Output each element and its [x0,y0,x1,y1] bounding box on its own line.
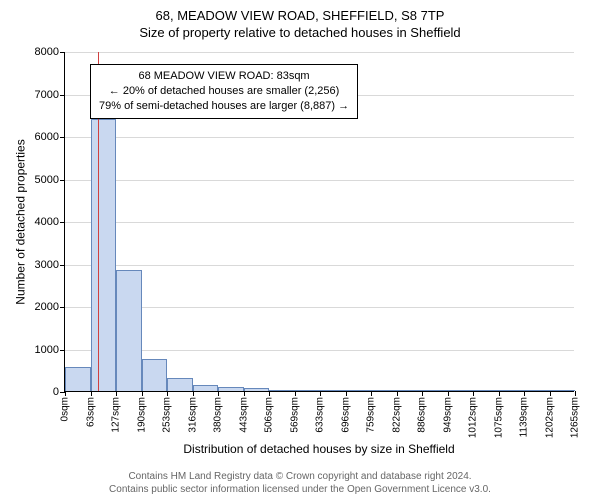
x-tick-mark [575,391,576,396]
x-tick-label: 1202sqm [544,397,555,438]
x-tick-label: 569sqm [289,397,300,433]
x-tick-label: 822sqm [391,397,402,433]
title-sub: Size of property relative to detached ho… [0,25,600,40]
x-tick-label: 316sqm [187,397,198,433]
grid-line [65,265,574,266]
x-tick-mark [65,391,66,396]
grid-line [65,137,574,138]
histogram-bar [320,390,346,391]
annotation-box: 68 MEADOW VIEW ROAD: 83sqm ← 20% of deta… [90,64,358,119]
y-tick-label: 1000 [35,344,59,356]
y-tick-mark [60,52,65,53]
y-axis-title: Number of detached properties [14,52,28,392]
histogram-bar [65,367,91,391]
y-tick-label: 7000 [35,89,59,101]
x-tick-label: 1012sqm [468,397,479,438]
y-tick-mark [60,95,65,96]
x-tick-label: 443sqm [238,397,249,433]
x-tick-mark [550,391,551,396]
x-tick-mark [448,391,449,396]
y-tick-mark [60,222,65,223]
grid-line [65,52,574,53]
x-tick-label: 253sqm [162,397,173,433]
x-tick-label: 506sqm [264,397,275,433]
histogram-bar [269,390,295,391]
x-tick-mark [422,391,423,396]
histogram-bar [422,390,448,391]
x-tick-mark [499,391,500,396]
x-tick-mark [116,391,117,396]
x-tick-mark [91,391,92,396]
y-tick-mark [60,350,65,351]
y-tick-mark [60,180,65,181]
histogram-bar [295,390,321,391]
y-tick-label: 8000 [35,46,59,58]
footer-line2: Contains public sector information licen… [0,484,600,497]
y-tick-label: 6000 [35,131,59,143]
histogram-bar [473,390,499,391]
histogram-bar [397,390,423,391]
histogram-bar [218,387,244,391]
x-tick-label: 1139sqm [519,397,530,437]
title-main: 68, MEADOW VIEW ROAD, SHEFFIELD, S8 7TP [0,8,600,23]
x-tick-mark [142,391,143,396]
y-tick-mark [60,137,65,138]
histogram-bar [524,390,550,391]
x-tick-mark [269,391,270,396]
histogram-bar [244,388,270,391]
x-tick-label: 886sqm [417,397,428,433]
grid-line [65,180,574,181]
histogram-bar [550,390,576,391]
histogram-bar [371,390,397,391]
y-tick-label: 5000 [35,174,59,186]
histogram-bar [167,378,193,391]
histogram-bar [448,390,474,391]
footer: Contains HM Land Registry data © Crown c… [0,471,600,496]
x-tick-label: 696sqm [340,397,351,433]
histogram-bar [142,359,168,391]
x-tick-label: 0sqm [60,397,71,421]
annotation-line3: 79% of semi-detached houses are larger (… [99,99,349,114]
x-tick-mark [320,391,321,396]
x-tick-mark [193,391,194,396]
x-tick-label: 1075sqm [493,397,504,438]
chart-titles: 68, MEADOW VIEW ROAD, SHEFFIELD, S8 7TP … [0,0,600,40]
x-tick-label: 190sqm [136,397,147,433]
x-tick-label: 949sqm [442,397,453,433]
y-tick-mark [60,307,65,308]
histogram-bar [346,390,372,391]
x-tick-mark [371,391,372,396]
x-tick-label: 1265sqm [570,397,581,438]
x-tick-mark [295,391,296,396]
annotation-line2: ← 20% of detached houses are smaller (2,… [99,84,349,99]
histogram-bar [499,390,525,391]
x-tick-mark [473,391,474,396]
footer-line1: Contains HM Land Registry data © Crown c… [0,471,600,484]
y-tick-label: 0 [53,386,59,398]
y-tick-label: 2000 [35,301,59,313]
histogram-bar [193,385,219,391]
histogram-bar [91,119,117,391]
x-tick-label: 633sqm [315,397,326,433]
x-tick-mark [167,391,168,396]
annotation-line1: 68 MEADOW VIEW ROAD: 83sqm [99,69,349,84]
x-tick-label: 380sqm [213,397,224,433]
y-tick-mark [60,265,65,266]
x-tick-mark [244,391,245,396]
x-axis-title: Distribution of detached houses by size … [64,442,574,456]
y-tick-label: 4000 [35,216,59,228]
histogram-bar [116,270,142,391]
x-tick-label: 759sqm [366,397,377,433]
x-tick-mark [397,391,398,396]
x-tick-mark [524,391,525,396]
x-tick-mark [346,391,347,396]
x-tick-label: 63sqm [85,397,96,427]
x-tick-label: 127sqm [111,397,122,433]
y-tick-label: 3000 [35,259,59,271]
x-tick-mark [218,391,219,396]
grid-line [65,222,574,223]
